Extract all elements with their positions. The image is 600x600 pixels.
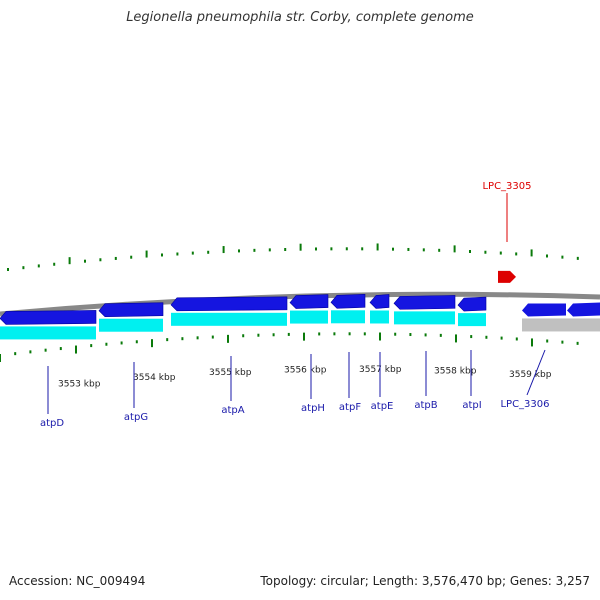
gene-label: LPC_3306	[500, 399, 549, 410]
scale-label: 3556 kbp	[284, 366, 327, 376]
gene-label: LPC_3305	[482, 181, 531, 192]
scale-label: 3558 kbp	[434, 367, 477, 377]
gene-label: atpG	[124, 412, 148, 423]
gene-label: atpF	[339, 402, 361, 413]
gene-label: atpH	[301, 403, 325, 414]
gc-skew-ticks	[7, 243, 579, 272]
gene-labels: atpD atpG atpA atpH atpF atpE atpB atpI LPC_3306…	[40, 181, 550, 429]
scale-label: 3559 kbp	[509, 370, 552, 380]
genome-title: Legionella pneumophila str. Corby, compl…	[126, 10, 474, 25]
gene-bar	[99, 318, 163, 332]
gene-label: atpD	[40, 418, 64, 429]
gene-bar	[458, 313, 486, 327]
gene-bar	[370, 310, 389, 324]
accession-text: Accession: NC_009494	[9, 574, 146, 588]
gene-arrow	[567, 302, 600, 317]
gene-bar	[171, 312, 287, 326]
gc-content-ticks	[0, 332, 579, 362]
gene-arrow	[457, 296, 487, 312]
gene-bar	[0, 326, 96, 340]
gene-label: atpI	[462, 400, 481, 411]
gene-bar	[290, 310, 328, 324]
scale-label: 3555 kbp	[209, 368, 252, 378]
gene-bar-grey	[522, 318, 600, 332]
gene-arrow	[393, 295, 456, 310]
gene-leader-line	[526, 349, 546, 396]
gene-label: atpA	[221, 405, 244, 416]
gene-arrow	[369, 294, 390, 309]
genome-summary: Topology: circular; Length: 3,576,470 bp…	[260, 574, 590, 588]
gene-arrow	[98, 302, 164, 318]
gene-arrow	[522, 303, 566, 317]
gene-arrow	[330, 293, 366, 309]
scale-label: 3553 kbp	[58, 379, 101, 389]
gene-arrow	[170, 296, 288, 312]
scale-label: 3554 kbp	[133, 373, 176, 383]
gene-bar	[394, 311, 455, 325]
gene-label: atpE	[371, 401, 394, 412]
gene-track	[0, 270, 600, 340]
gene-arrow	[289, 294, 329, 309]
gene-arrow	[0, 310, 97, 325]
gene-label: atpB	[414, 400, 437, 411]
highlight-gene-arrow	[498, 270, 516, 283]
gene-bar	[331, 310, 365, 324]
